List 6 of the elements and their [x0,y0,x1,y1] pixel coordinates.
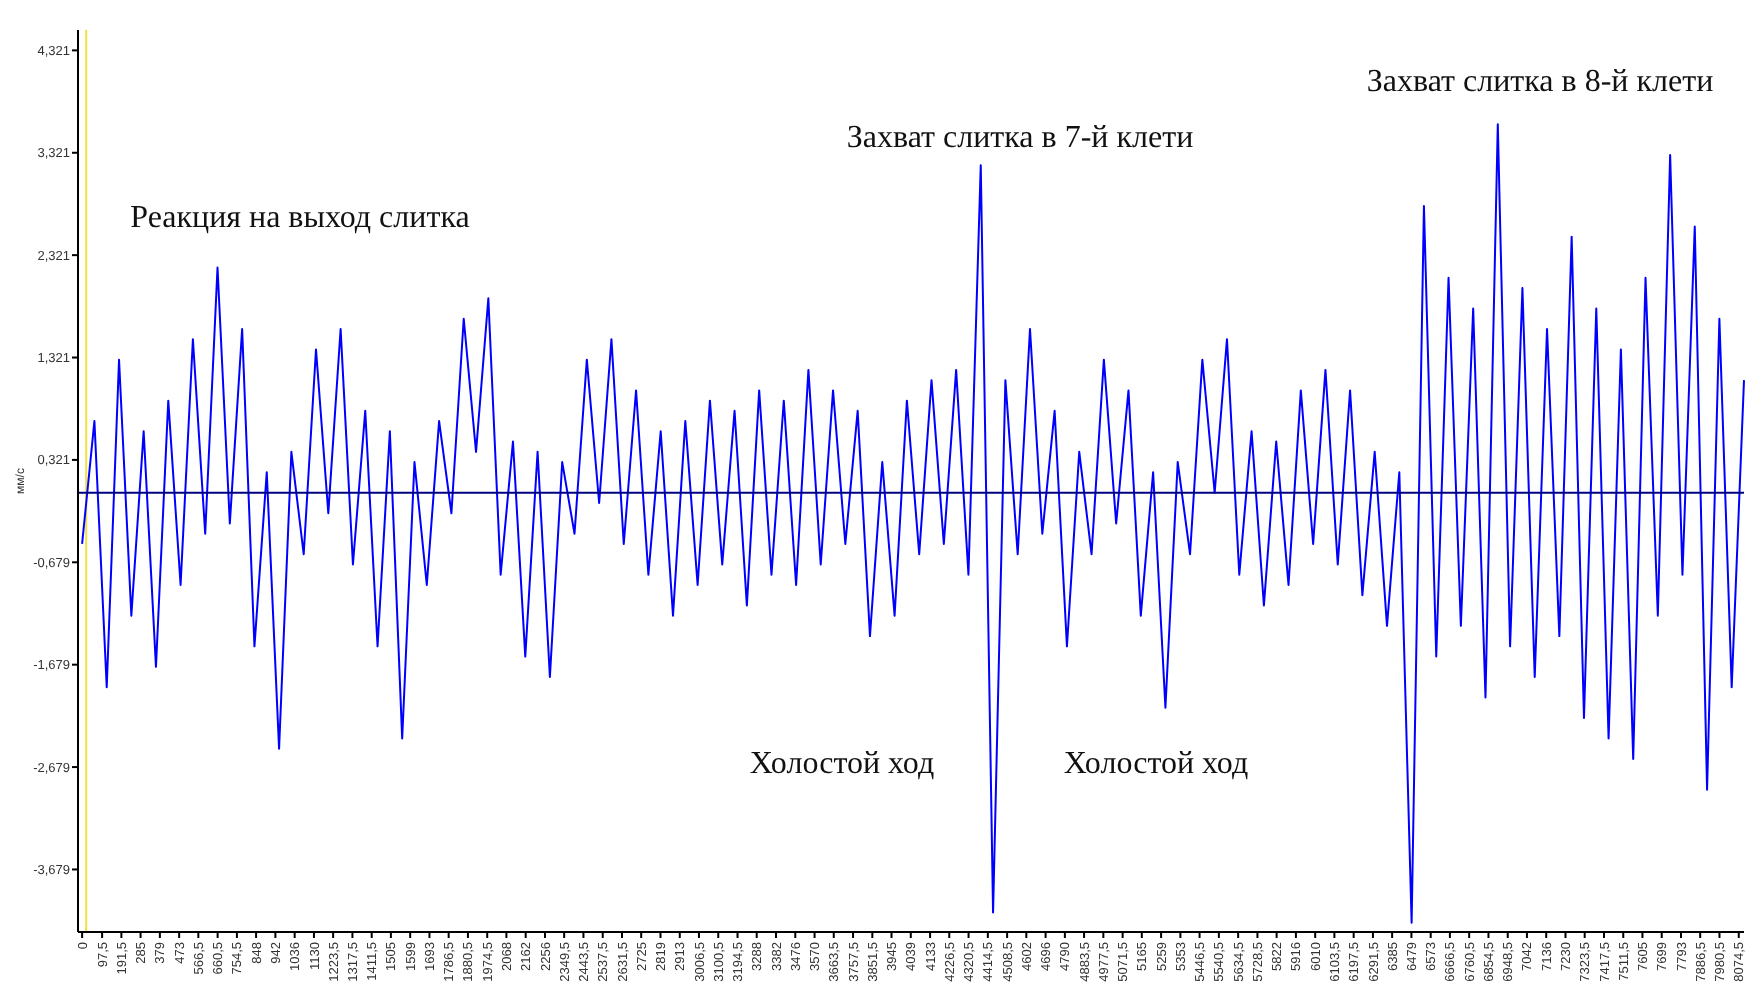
annotation: Холостой ход [1063,747,1249,782]
annotation: Холостой ход [749,747,935,782]
annotation: Захват слитка в 8-й клети [1366,65,1715,100]
line-series [81,123,1745,924]
annotation: Реакция на выход слитка [130,201,470,236]
annotation: Захват слитка в 7-й клети [846,121,1195,156]
